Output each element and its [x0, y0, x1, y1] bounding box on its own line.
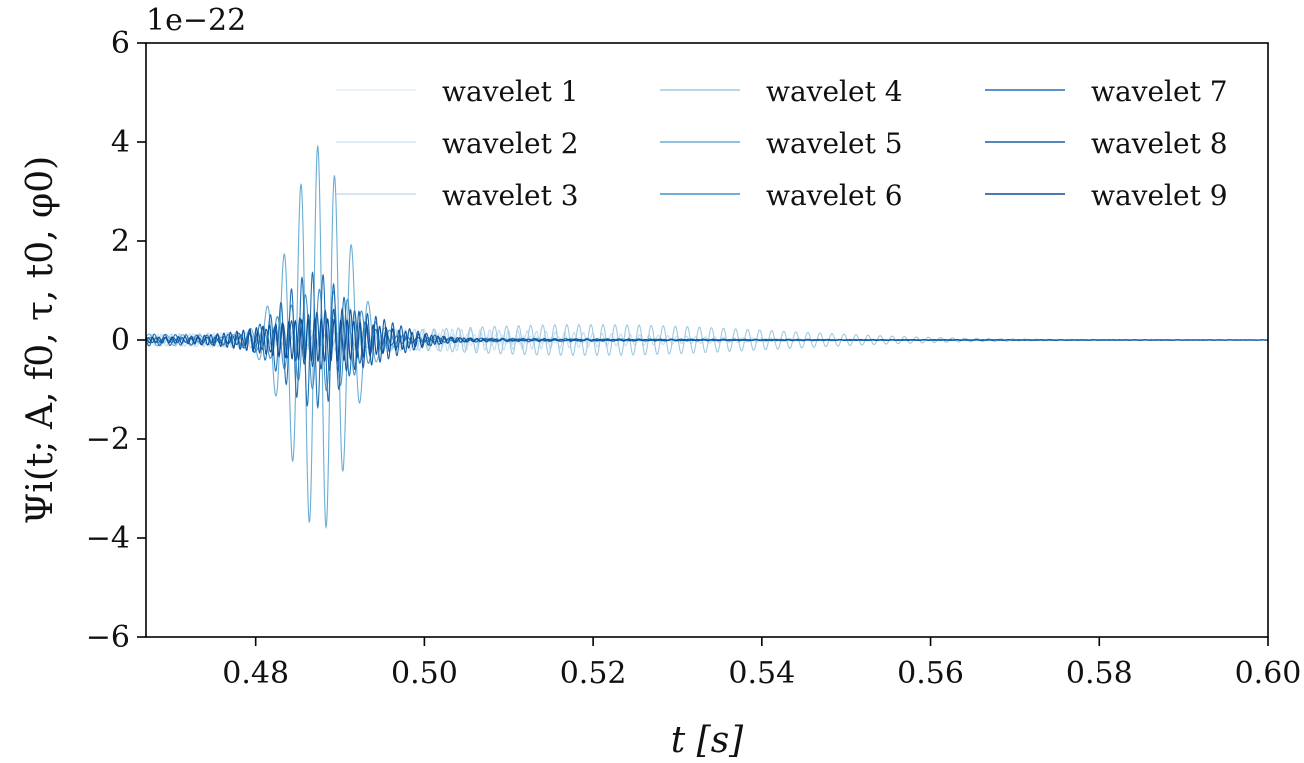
legend-label: wavelet 2 [442, 127, 579, 160]
x-tick-label: 0.58 [1066, 656, 1133, 691]
legend-entry: wavelet 1 [336, 75, 579, 108]
legend-label: wavelet 7 [1091, 75, 1228, 108]
legend-entry: wavelet 6 [660, 179, 903, 212]
y-offset-label: 1e−22 [146, 3, 246, 38]
x-tick-label: 0.60 [1235, 656, 1302, 691]
legend-label: wavelet 3 [442, 179, 579, 212]
legend: wavelet 1 wavelet 2 wavelet 3 wavelet 4 wave… [336, 75, 1228, 212]
legend-entry: wavelet 9 [985, 179, 1228, 212]
y-axis-label-text: Ψi(t; A, f0, τ, t0, φ0) [20, 156, 61, 524]
legend-entry: wavelet 7 [985, 75, 1228, 108]
series-layer [146, 144, 1268, 530]
legend-label: wavelet 4 [766, 75, 903, 108]
legend-entry: wavelet 5 [660, 127, 903, 160]
x-tick-label: 0.56 [897, 656, 964, 691]
x-axis-label: t [s] [671, 720, 744, 761]
legend-entry: wavelet 3 [336, 179, 579, 212]
legend-entry: wavelet 2 [336, 127, 579, 160]
x-axis-ticks: 0.48 0.50 0.52 0.54 0.56 0.58 0.60 [222, 637, 1301, 691]
x-tick-label: 0.50 [391, 656, 458, 691]
y-axis-label: Ψi(t; A, f0, τ, t0, φ0) [20, 156, 61, 524]
x-tick-label: 0.54 [728, 656, 795, 691]
y-tick-label: 4 [111, 125, 130, 160]
y-axis-ticks: −6 −4 −2 0 2 4 6 [86, 26, 146, 655]
legend-label: wavelet 8 [1091, 127, 1228, 160]
legend-entry: wavelet 8 [985, 127, 1228, 160]
y-tick-label: 2 [111, 224, 130, 259]
y-tick-label: 6 [111, 26, 130, 61]
y-tick-label: −4 [86, 521, 130, 556]
legend-entry: wavelet 4 [660, 75, 903, 108]
legend-label: wavelet 1 [442, 75, 579, 108]
y-tick-label: 0 [111, 323, 130, 358]
y-tick-label: −2 [86, 422, 130, 457]
legend-label: wavelet 9 [1091, 179, 1228, 212]
x-tick-label: 0.52 [560, 656, 627, 691]
series-line-wavelet-9 [146, 317, 1268, 363]
legend-label: wavelet 6 [766, 179, 903, 212]
y-tick-label: −6 [86, 620, 130, 655]
legend-label: wavelet 5 [766, 127, 903, 160]
x-tick-label: 0.48 [222, 656, 289, 691]
